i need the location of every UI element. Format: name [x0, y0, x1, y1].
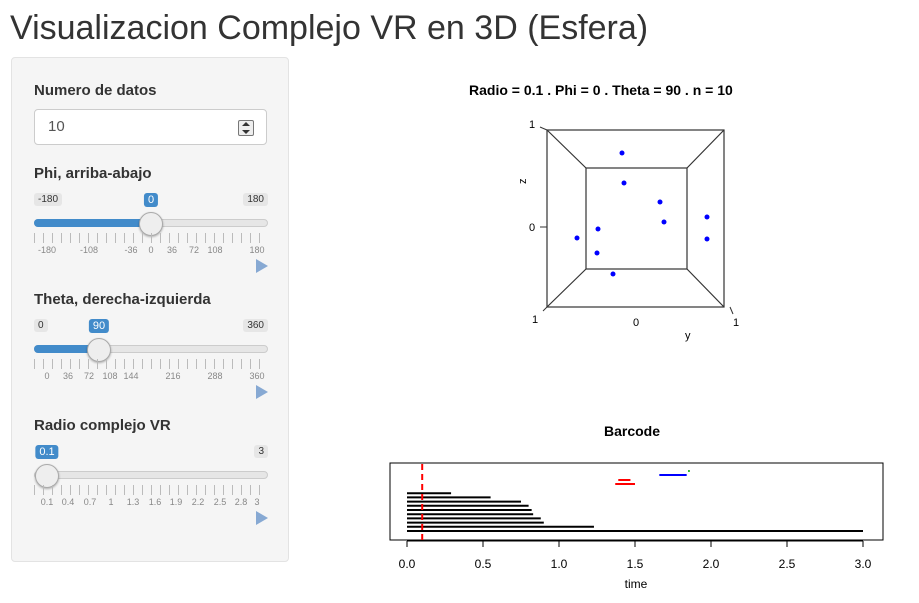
theta-min: 0: [34, 319, 48, 332]
phi-tick: 108: [207, 245, 223, 255]
radio-ticks: [34, 485, 268, 495]
z-tick-mid: 0: [529, 222, 535, 234]
phi-fill: [34, 219, 151, 227]
barcode-title: Barcode: [604, 423, 661, 439]
phi-slider[interactable]: -180 180 0 -180 -108 -36 0 36 72 108 180: [34, 193, 268, 273]
plot3d-svg: 1 0 z 1 0 1 y: [517, 119, 739, 342]
y-tick-mid: 0: [633, 317, 639, 329]
radio-tick: 2.5: [213, 497, 227, 507]
data-point: [619, 150, 625, 156]
phi-label: Phi, arriba-abajo: [34, 165, 152, 182]
x-tick-label: 1.5: [627, 557, 644, 571]
theta-tick: 144: [123, 371, 139, 381]
barcode-xlabel: time: [625, 577, 648, 591]
data-point: [657, 199, 663, 205]
y-axis-label: y: [685, 330, 691, 342]
radio-current: 0.1: [35, 445, 59, 459]
br-tick: 1: [733, 317, 739, 329]
radio-max: 3: [254, 445, 268, 458]
radio-tick: 0.4: [61, 497, 75, 507]
radio-tick: 2.8: [234, 497, 248, 507]
sidebar-panel: Numero de datos 10 Phi, arriba-abajo -18…: [11, 57, 289, 562]
phi-tick: -108: [79, 245, 99, 255]
barcode-bars: [407, 464, 863, 540]
x-tick-label: 2.0: [703, 557, 720, 571]
plot3d-axis-ticks: [539, 126, 734, 315]
barcode-x-axis: 0.0 0.5 1.0 1.5 2.0 2.5 3.0: [399, 540, 872, 571]
numero-input[interactable]: 10: [34, 109, 267, 145]
theta-handle[interactable]: [87, 338, 111, 362]
plot3d-points: [574, 150, 710, 277]
phi-max: 180: [243, 193, 268, 206]
radio-tick: 1.6: [148, 497, 162, 507]
data-point: [704, 236, 710, 242]
phi-ticks: [34, 233, 268, 243]
theta-ticks: [34, 359, 268, 369]
theta-tick: 360: [249, 371, 265, 381]
radio-tick: 1.3: [126, 497, 140, 507]
theta-tick: 36: [62, 371, 74, 381]
barcode-svg: 0.0 0.5 1.0 1.5 2.0 2.5 3.0 time: [389, 462, 884, 591]
data-point: [595, 226, 601, 232]
radio-label: Radio complejo VR: [34, 417, 171, 434]
radio-tick: 0.1: [40, 497, 54, 507]
radio-tick: 1: [108, 497, 114, 507]
plot3d-title: Radio = 0.1 . Phi = 0 . Theta = 90 . n =…: [469, 82, 733, 98]
theta-tick: 0: [44, 371, 50, 381]
data-point: [704, 214, 710, 220]
phi-tick: 72: [188, 245, 200, 255]
theta-tick: 72: [83, 371, 95, 381]
data-point: [661, 219, 667, 225]
data-point: [621, 180, 627, 186]
phi-min: -180: [34, 193, 63, 206]
barcode-frame: [389, 462, 884, 541]
spinner-icon[interactable]: [238, 120, 254, 136]
page-title: Visualizacion Complejo VR en 3D (Esfera): [10, 9, 649, 47]
x-tick-label: 3.0: [855, 557, 872, 571]
radio-tick: 0.7: [83, 497, 97, 507]
data-point: [574, 235, 580, 241]
radio-tick: 2.2: [191, 497, 205, 507]
data-point: [610, 271, 616, 277]
phi-tick: 36: [166, 245, 178, 255]
bl-tick: 1: [532, 314, 538, 326]
data-point: [594, 250, 600, 256]
z-axis-label: z: [517, 179, 529, 185]
theta-max: 360: [243, 319, 268, 332]
phi-tick: -180: [37, 245, 57, 255]
theta-tick: 108: [102, 371, 118, 381]
theta-tick: 216: [165, 371, 181, 381]
phi-tick: 180: [249, 245, 265, 255]
x-tick-label: 0.5: [475, 557, 492, 571]
x-tick-label: 2.5: [779, 557, 796, 571]
phi-tick: 0: [148, 245, 154, 255]
radio-play-icon[interactable]: [256, 511, 268, 525]
radio-tick: 3: [254, 497, 260, 507]
theta-current: 90: [88, 319, 110, 333]
radio-tick: 1.9: [169, 497, 183, 507]
numero-value: 10: [48, 118, 65, 135]
x-tick-label: 1.0: [551, 557, 568, 571]
phi-play-icon[interactable]: [256, 259, 268, 273]
z-tick-top: 1: [529, 119, 535, 131]
theta-fill: [34, 345, 99, 353]
phi-tick: -36: [124, 245, 138, 255]
radio-track[interactable]: [34, 471, 268, 479]
numero-label: Numero de datos: [34, 82, 157, 99]
plot3d-box: [546, 129, 725, 308]
theta-tick: 288: [207, 371, 223, 381]
theta-play-icon[interactable]: [256, 385, 268, 399]
theta-slider[interactable]: 0 360 90 0 36 72 108 144 216 288 360: [34, 319, 268, 399]
radio-slider[interactable]: 3 0.1 0.1 0.4 0.7 1 1.3 1.6 1.9 2.2 2.5 …: [34, 445, 268, 525]
x-tick-label: 0.0: [399, 557, 416, 571]
theta-label: Theta, derecha-izquierda: [34, 291, 211, 308]
phi-current: 0: [143, 193, 159, 207]
